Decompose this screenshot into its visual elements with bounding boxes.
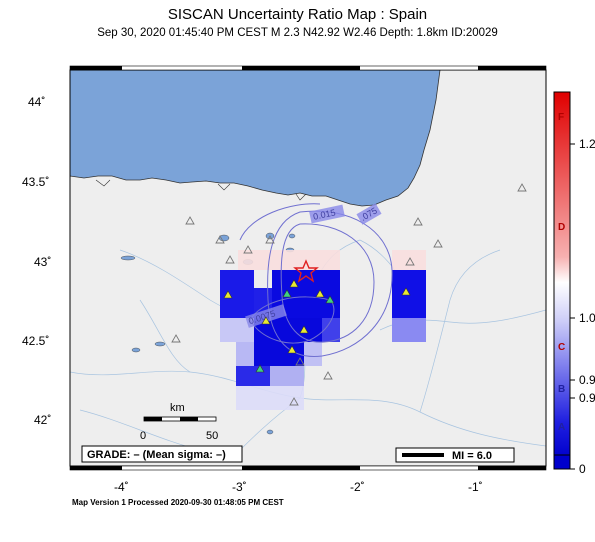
svg-text:B: B — [558, 384, 565, 395]
scale-bar: km 0 50 — [140, 402, 218, 442]
svg-text:0.015: 0.015 — [312, 207, 336, 221]
svg-text:43.5˚: 43.5˚ — [22, 175, 49, 189]
svg-text:km: km — [170, 402, 185, 414]
svg-text:0: 0 — [140, 430, 146, 442]
svg-text:-4˚: -4˚ — [114, 480, 129, 494]
map-title: SISCAN Uncertainty Ratio Map : Spain — [167, 6, 428, 23]
svg-text:-2˚: -2˚ — [350, 480, 365, 494]
svg-text:0: 0 — [579, 462, 586, 476]
inactive-stations — [171, 183, 527, 406]
svg-text:0.9: 0.9 — [579, 373, 595, 387]
active-stations — [223, 279, 411, 373]
svg-text:42.5˚: 42.5˚ — [22, 334, 49, 348]
colorbar: 1.2 1.0 0.9 0.9 0 F D C B A — [553, 91, 595, 476]
svg-text:50: 50 — [206, 430, 218, 442]
svg-text:A: A — [558, 422, 565, 433]
svg-text:F: F — [558, 112, 564, 123]
svg-text:C: C — [558, 342, 565, 353]
grade-box: GRADE: – (Mean sigma: –) — [81, 445, 243, 463]
svg-text:42˚: 42˚ — [34, 413, 51, 427]
svg-text:1.0: 1.0 — [579, 311, 595, 325]
map-footer: Map Version 1 Processed 2020-09-30 01:48… — [72, 498, 284, 507]
mi-legend-box: MI = 6.0 — [395, 447, 515, 463]
map-subtitle: Sep 30, 2020 01:45:40 PM CEST M 2.3 N42.… — [97, 27, 498, 39]
longitude-labels: -4˚ -3˚ -2˚ -1˚ — [114, 480, 483, 494]
epicenter-star-icon — [293, 259, 319, 283]
svg-text:1.2: 1.2 — [579, 137, 595, 151]
svg-text:43˚: 43˚ — [34, 255, 51, 269]
rivers — [70, 239, 546, 461]
svg-text:44˚: 44˚ — [28, 95, 45, 109]
bay-of-biscay-sea — [70, 70, 441, 207]
latitude-labels: 44˚ 43.5˚ 43˚ 42.5˚ 42˚ — [22, 95, 51, 427]
contour-lines — [239, 203, 393, 357]
svg-text:-3˚: -3˚ — [232, 480, 247, 494]
svg-text:-1˚: -1˚ — [468, 480, 483, 494]
svg-text:0.9: 0.9 — [579, 391, 595, 405]
map-frame-ticks — [69, 65, 547, 471]
svg-text:MI = 6.0: MI = 6.0 — [452, 450, 492, 462]
svg-text:GRADE: – (Mean sigma: –): GRADE: – (Mean sigma: –) — [87, 449, 226, 461]
svg-text:D: D — [558, 222, 565, 233]
